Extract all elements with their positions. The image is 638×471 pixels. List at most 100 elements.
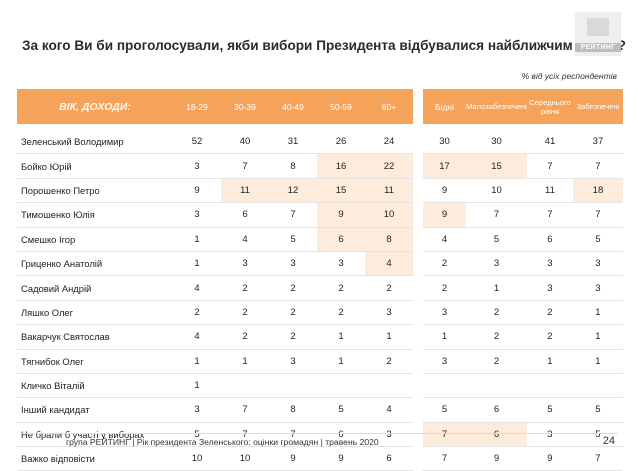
- table-row: Інший кандидат 3 7 8 5 4 5 6 5 5: [17, 398, 623, 423]
- value-cell: 5: [572, 398, 623, 423]
- age-header: 18-29: [173, 89, 221, 124]
- value-cell: 22: [365, 154, 413, 179]
- value-cell: 2: [423, 251, 466, 277]
- value-cell: 2: [423, 276, 466, 301]
- value-cell: 4: [173, 325, 221, 350]
- value-cell: 11: [526, 179, 573, 204]
- value-cell: 1: [173, 374, 221, 399]
- table-row: Бойко Юрій 3 7 8 16 22 17 15 7 7: [17, 154, 623, 179]
- value-cell: [221, 374, 269, 399]
- results-table: ВІК, ДОХОДИ: 18-29 30-39 40-49 50-59 60+…: [17, 89, 623, 471]
- value-cell: 6: [466, 398, 527, 423]
- table-row: Гриценко Анатолій 1 3 3 3 4 2 3 3 3: [17, 251, 623, 277]
- value-cell: 3: [365, 300, 413, 326]
- value-cell: 1: [423, 325, 466, 350]
- value-cell: 7: [526, 154, 573, 179]
- value-cell: 1: [317, 349, 365, 374]
- table-row: Вакарчук Святослав 4 2 2 1 1 1 2 2 1: [17, 325, 623, 350]
- candidate-name: Тимошенко Юлія: [17, 203, 173, 228]
- value-cell: 1: [572, 325, 623, 350]
- column-gap: [413, 154, 423, 179]
- value-cell: 1: [572, 349, 623, 374]
- candidate-name: Інший кандидат: [17, 398, 173, 423]
- value-cell: 10: [221, 447, 269, 471]
- value-cell: 9: [466, 447, 527, 471]
- value-cell: 1: [173, 228, 221, 252]
- candidate-name: Тягнибок Олег: [17, 349, 173, 374]
- value-cell: 3: [572, 251, 623, 277]
- value-cell: 4: [365, 251, 413, 277]
- value-cell: 2: [221, 300, 269, 326]
- value-cell: 9: [423, 179, 466, 204]
- value-cell: 6: [365, 447, 413, 471]
- value-cell: 52: [173, 130, 221, 155]
- column-gap: [413, 300, 423, 326]
- value-cell: 2: [526, 325, 573, 350]
- value-cell: 3: [526, 423, 573, 448]
- value-cell: 40: [221, 130, 269, 155]
- column-gap: [413, 203, 423, 228]
- value-cell: 7: [423, 422, 466, 448]
- footer-text: група РЕЙТИНГ | Рік президента Зеленсько…: [66, 437, 379, 447]
- value-cell: 11: [365, 178, 413, 204]
- income-header: Бідні: [423, 89, 466, 124]
- value-cell: 3: [173, 154, 221, 179]
- candidate-name: Вакарчук Святослав: [17, 325, 173, 350]
- value-cell: [365, 374, 413, 399]
- candidate-name: Кличко Віталій: [17, 374, 173, 399]
- value-cell: 30: [423, 130, 466, 155]
- value-cell: 9: [269, 447, 317, 471]
- income-header: Середнього рівня: [526, 89, 573, 124]
- value-cell: 15: [466, 154, 527, 179]
- value-cell: 8: [269, 154, 317, 179]
- value-cell: [572, 374, 623, 399]
- table-body: Зеленський Володимир 52 40 31 26 24 30 30 41 37 Бо…: [17, 130, 623, 471]
- value-cell: 1: [173, 349, 221, 374]
- value-cell: 12: [269, 178, 317, 204]
- candidate-name: Порошенко Петро: [17, 179, 173, 204]
- value-cell: 5: [466, 228, 527, 252]
- table-row: Тимошенко Юлія 3 6 7 9 10 9 7 7 7: [17, 203, 623, 228]
- table-row: Зеленський Володимир 52 40 31 26 24 30 30 41 37: [17, 130, 623, 155]
- column-gap: [413, 422, 423, 448]
- candidate-name: Смешко Ігор: [17, 228, 173, 252]
- value-cell: 1: [466, 276, 527, 301]
- value-cell: 7: [572, 203, 623, 228]
- candidate-name: Бойко Юрій: [17, 154, 173, 179]
- value-cell: 2: [317, 300, 365, 326]
- value-cell: 2: [221, 276, 269, 301]
- value-cell: 10: [466, 179, 527, 204]
- value-cell: 7: [572, 154, 623, 179]
- value-cell: 8: [269, 398, 317, 423]
- table-row: Ляшко Олег 2 2 2 2 3 3 2 2 1: [17, 300, 623, 326]
- value-cell: 1: [221, 349, 269, 374]
- value-cell: 5: [572, 228, 623, 252]
- logo-mark-icon: [587, 18, 609, 36]
- corner-label: ВІК, ДОХОДИ:: [17, 89, 173, 124]
- value-cell: 7: [572, 447, 623, 471]
- value-cell: 5: [269, 228, 317, 252]
- value-cell: 5: [173, 423, 221, 448]
- value-cell: 4: [365, 398, 413, 423]
- column-gap: [413, 373, 423, 399]
- value-cell: 3: [269, 349, 317, 374]
- value-cell: 6: [466, 422, 527, 448]
- age-header: 40-49: [269, 89, 317, 124]
- value-cell: 9: [317, 447, 365, 471]
- column-gap: [413, 89, 423, 124]
- value-cell: 2: [269, 300, 317, 326]
- value-cell: 7: [269, 423, 317, 448]
- percent-note: % від усіх респондентів: [521, 71, 617, 81]
- column-gap: [413, 130, 423, 155]
- value-cell: 8: [365, 227, 413, 252]
- candidate-name: Не брали б участі у виборах: [17, 423, 173, 448]
- value-cell: 31: [269, 130, 317, 155]
- value-cell: 5: [526, 398, 573, 423]
- value-cell: 2: [173, 300, 221, 326]
- value-cell: 3: [423, 349, 466, 374]
- value-cell: 7: [269, 203, 317, 228]
- column-gap: [413, 398, 423, 423]
- value-cell: 7: [221, 154, 269, 179]
- value-cell: 1: [365, 325, 413, 350]
- candidate-name: Важко відповісти: [17, 447, 173, 471]
